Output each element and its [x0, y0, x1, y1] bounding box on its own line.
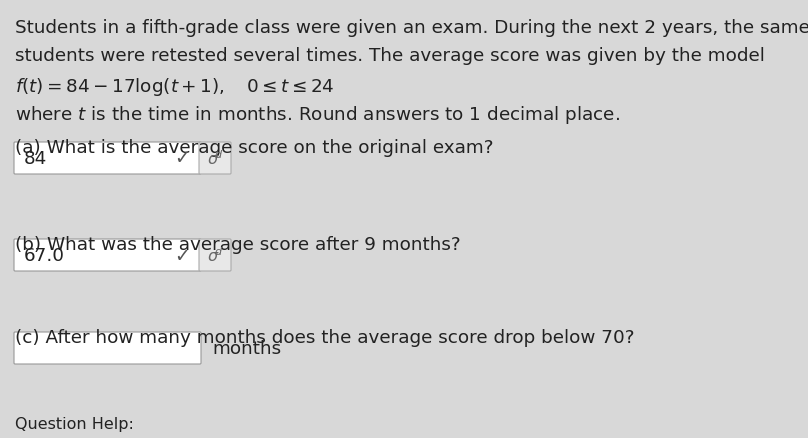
FancyBboxPatch shape: [199, 240, 231, 272]
Text: students were retested several times. The average score was given by the model: students were retested several times. Th…: [15, 47, 765, 65]
Text: $\sigma^{\!\!d}$: $\sigma^{\!\!d}$: [207, 149, 223, 168]
Text: Students in a fifth-grade class were given an exam. During the next 2 years, the: Students in a fifth-grade class were giv…: [15, 19, 808, 37]
Text: ✓: ✓: [175, 149, 190, 168]
Text: $\sigma^{\!\!d}$: $\sigma^{\!\!d}$: [207, 246, 223, 265]
FancyBboxPatch shape: [14, 143, 201, 175]
Text: 84: 84: [24, 150, 47, 168]
Text: Question Help:: Question Help:: [15, 416, 134, 431]
Text: 67.0: 67.0: [24, 247, 65, 265]
Text: ✓: ✓: [175, 246, 190, 265]
Text: (a) What is the average score on the original exam?: (a) What is the average score on the ori…: [15, 139, 494, 157]
Text: where $t$ is the time in months. Round answers to 1 decimal place.: where $t$ is the time in months. Round a…: [15, 104, 620, 126]
Text: $f(t) = 84 - 17\log(t+1), \quad 0 \leq t \leq 24$: $f(t) = 84 - 17\log(t+1), \quad 0 \leq t…: [15, 76, 335, 98]
FancyBboxPatch shape: [14, 332, 201, 364]
FancyBboxPatch shape: [199, 143, 231, 175]
Text: (c) After how many months does the average score drop below 70?: (c) After how many months does the avera…: [15, 328, 634, 346]
Text: months: months: [212, 339, 281, 357]
FancyBboxPatch shape: [14, 240, 201, 272]
Text: (b) What was the average score after 9 months?: (b) What was the average score after 9 m…: [15, 236, 461, 254]
